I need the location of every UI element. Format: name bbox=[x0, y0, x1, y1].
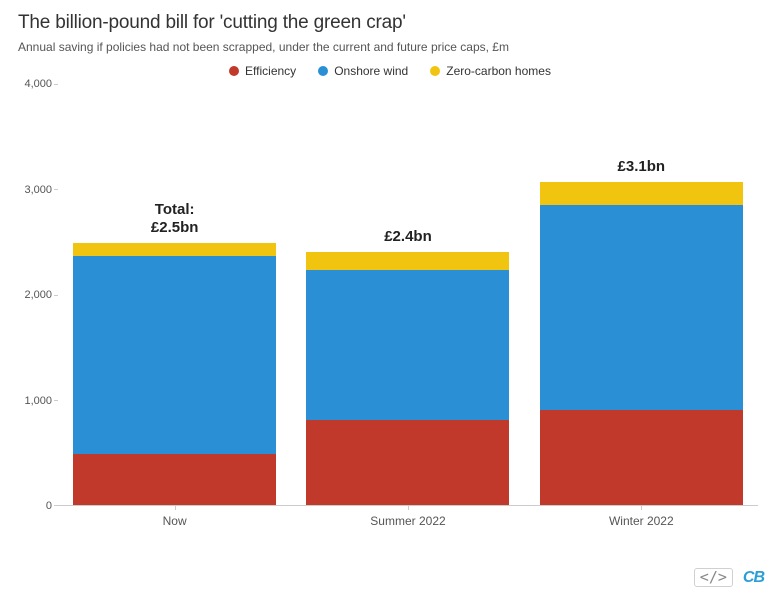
chart-subtitle: Annual saving if policies had not been s… bbox=[18, 40, 762, 54]
legend-dot-zero-carbon bbox=[430, 66, 440, 76]
bar-segment-zero_carbon_homes[interactable] bbox=[73, 243, 276, 255]
plot-area: 01,0002,0003,0004,000 Total:£2.5bn£2.4bn… bbox=[58, 84, 758, 534]
legend-dot-efficiency bbox=[229, 66, 239, 76]
y-tick-label: 2,000 bbox=[24, 289, 52, 301]
embed-icon[interactable]: </> bbox=[694, 568, 733, 587]
y-axis: 01,0002,0003,0004,000 bbox=[18, 84, 58, 506]
legend-dot-onshore-wind bbox=[318, 66, 328, 76]
legend-label-onshore-wind: Onshore wind bbox=[334, 64, 408, 78]
bars-area: Total:£2.5bn£2.4bn£3.1bn bbox=[58, 84, 758, 505]
x-axis-label: Winter 2022 bbox=[540, 514, 743, 528]
y-tick-label: 0 bbox=[46, 500, 52, 512]
chart-body: Total:£2.5bn£2.4bn£3.1bn bbox=[58, 84, 758, 506]
chart-title: The billion-pound bill for 'cutting the … bbox=[18, 12, 762, 34]
bar-segment-onshore_wind[interactable] bbox=[306, 270, 509, 419]
chart-container: The billion-pound bill for 'cutting the … bbox=[0, 0, 780, 595]
bar-group: Total:£2.5bn bbox=[73, 84, 276, 505]
y-tick-label: 4,000 bbox=[24, 78, 52, 90]
bar-segment-efficiency[interactable] bbox=[306, 420, 509, 505]
x-axis-label: Summer 2022 bbox=[306, 514, 509, 528]
y-tick-label: 1,000 bbox=[24, 395, 52, 407]
cb-logo-icon[interactable]: CB bbox=[743, 569, 764, 587]
legend: Efficiency Onshore wind Zero-carbon home… bbox=[18, 64, 762, 78]
bar-segment-zero_carbon_homes[interactable] bbox=[306, 252, 509, 270]
legend-label-zero-carbon: Zero-carbon homes bbox=[446, 64, 551, 78]
x-axis-labels: Now Summer 2022 Winter 2022 bbox=[58, 506, 758, 534]
legend-label-efficiency: Efficiency bbox=[245, 64, 296, 78]
footer-icons: </> CB bbox=[694, 568, 764, 587]
legend-item-zero-carbon[interactable]: Zero-carbon homes bbox=[430, 64, 551, 78]
y-tick-label: 3,000 bbox=[24, 184, 52, 196]
bar-group: £2.4bn bbox=[306, 84, 509, 505]
bar-segment-onshore_wind[interactable] bbox=[73, 256, 276, 455]
bar-segment-zero_carbon_homes[interactable] bbox=[540, 182, 743, 204]
legend-item-efficiency[interactable]: Efficiency bbox=[229, 64, 296, 78]
bar-segment-efficiency[interactable] bbox=[540, 410, 743, 505]
bar-group: £3.1bn bbox=[540, 84, 743, 505]
x-axis-label: Now bbox=[73, 514, 276, 528]
bar-segment-efficiency[interactable] bbox=[73, 454, 276, 505]
legend-item-onshore-wind[interactable]: Onshore wind bbox=[318, 64, 408, 78]
bar-segment-onshore_wind[interactable] bbox=[540, 205, 743, 411]
